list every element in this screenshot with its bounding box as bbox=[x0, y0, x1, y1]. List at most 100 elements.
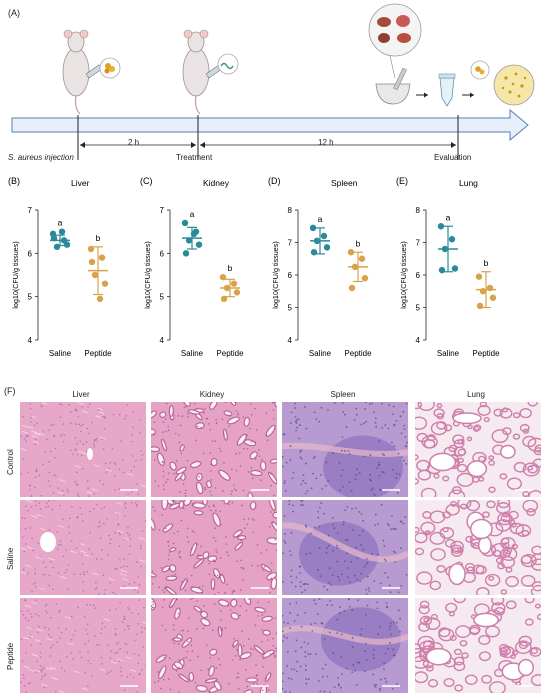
y-tick-label-kidney: 7 bbox=[160, 206, 165, 215]
timeline-arrow bbox=[11, 108, 529, 142]
timeline-label-interval-2: 12 h bbox=[318, 138, 334, 147]
data-point-spleen bbox=[323, 244, 331, 251]
y-tick-label-kidney: 6 bbox=[160, 249, 165, 258]
y-tick-label-liver: 4 bbox=[28, 336, 33, 345]
histology-image-spleen-saline bbox=[282, 500, 408, 595]
y-tick-label-spleen: 8 bbox=[288, 206, 293, 215]
data-point-liver bbox=[53, 243, 61, 251]
histology-image-kidney-saline bbox=[151, 500, 277, 595]
data-point-spleen bbox=[320, 232, 328, 240]
data-point-liver bbox=[87, 245, 95, 253]
y-tick-label-spleen: 7 bbox=[288, 239, 293, 248]
x-tick-label-spleen: Saline bbox=[309, 349, 332, 358]
chart-title-spleen: Spleen bbox=[331, 178, 358, 188]
y-tick-label-spleen: 4 bbox=[288, 336, 293, 345]
data-point-spleen bbox=[348, 284, 356, 292]
data-point-liver bbox=[96, 295, 104, 303]
data-point-lung bbox=[489, 294, 497, 301]
y-tick-label-kidney: 4 bbox=[160, 336, 165, 345]
y-tick-label-spleen: 6 bbox=[288, 271, 293, 280]
histology-image-lung-saline bbox=[415, 500, 541, 595]
x-tick-label-lung: Peptide bbox=[472, 349, 500, 358]
x-tick-label-lung: Saline bbox=[437, 349, 460, 358]
chart-title-lung: Lung bbox=[459, 178, 478, 188]
panel-a-illustration bbox=[11, 3, 535, 160]
histology-image-lung-peptide bbox=[415, 598, 541, 693]
y-tick-label-liver: 7 bbox=[28, 206, 33, 215]
row-label-control: Control bbox=[6, 449, 15, 475]
y-tick-label-liver: 6 bbox=[28, 249, 33, 258]
significance-letter-spleen: b bbox=[356, 238, 361, 248]
y-tick-label-lung: 7 bbox=[416, 239, 421, 248]
y-axis-label-lung: log10(CFU/g tissues) bbox=[399, 241, 408, 309]
data-point-kidney bbox=[219, 273, 227, 281]
x-tick-label-liver: Peptide bbox=[84, 349, 112, 358]
tube-icon bbox=[438, 73, 456, 107]
chart-panel-label-kidney: (C) bbox=[140, 176, 153, 186]
chart-panel-label-lung: (E) bbox=[396, 176, 408, 186]
histology-image-spleen-control bbox=[282, 402, 408, 497]
mouse-icon-injection bbox=[62, 29, 103, 115]
data-point-lung bbox=[437, 223, 445, 230]
chart-panel-label-liver: (B) bbox=[8, 176, 20, 186]
organs-icon bbox=[368, 3, 422, 57]
y-tick-label-lung: 6 bbox=[416, 271, 421, 280]
chart-title-kidney: Kidney bbox=[203, 178, 230, 188]
y-tick-label-liver: 5 bbox=[28, 293, 33, 302]
histology-image-kidney-peptide bbox=[151, 598, 277, 693]
significance-letter-lung: a bbox=[446, 212, 451, 222]
panel-a-label: (A) bbox=[8, 8, 20, 18]
significance-letter-liver: a bbox=[58, 218, 63, 228]
data-point-lung bbox=[448, 236, 456, 243]
data-point-lung bbox=[438, 266, 446, 274]
y-tick-label-lung: 4 bbox=[416, 336, 421, 345]
mortar-icon bbox=[375, 67, 411, 105]
histology-image-lung-control bbox=[415, 402, 541, 497]
petri-dish-icon bbox=[493, 64, 535, 106]
data-point-spleen bbox=[347, 249, 355, 256]
y-axis-label-spleen: log10(CFU/g tissues) bbox=[271, 241, 280, 309]
histology-image-liver-saline bbox=[20, 500, 146, 595]
data-point-liver bbox=[88, 258, 96, 266]
chart-title-liver: Liver bbox=[71, 178, 90, 188]
bacteria-icon-2 bbox=[470, 60, 490, 80]
x-tick-label-kidney: Saline bbox=[181, 349, 204, 358]
significance-letter-lung: b bbox=[484, 258, 489, 268]
row-label-saline: Saline bbox=[6, 547, 15, 570]
data-point-liver bbox=[98, 254, 106, 261]
y-tick-label-lung: 5 bbox=[416, 304, 421, 313]
row-label-peptide: Peptide bbox=[6, 642, 15, 670]
scatter-charts: (B) Liver 4 5 6 7 log10(CFU/g tissues) Saline Pe… bbox=[8, 176, 500, 358]
significance-letter-spleen: a bbox=[318, 214, 323, 224]
significance-letter-kidney: a bbox=[190, 209, 195, 219]
column-label-spleen: Spleen bbox=[330, 390, 356, 399]
histology-image-liver-control bbox=[20, 402, 146, 497]
data-point-kidney bbox=[233, 289, 241, 296]
data-point-liver bbox=[63, 241, 71, 248]
data-point-kidney bbox=[181, 219, 189, 227]
x-tick-label-kidney: Peptide bbox=[216, 349, 244, 358]
y-tick-label-kidney: 5 bbox=[160, 293, 165, 302]
significance-letter-liver: b bbox=[96, 233, 101, 243]
data-point-kidney bbox=[195, 241, 203, 248]
column-label-lung: Lung bbox=[467, 390, 485, 399]
data-point-kidney bbox=[182, 250, 190, 257]
histology-image-liver-peptide bbox=[20, 598, 146, 693]
data-point-lung bbox=[476, 302, 484, 310]
y-tick-label-spleen: 5 bbox=[288, 304, 293, 313]
data-point-lung bbox=[475, 273, 483, 280]
data-point-spleen bbox=[309, 224, 317, 232]
timeline-label-interval-1: 2 h bbox=[128, 138, 140, 147]
data-point-liver bbox=[91, 271, 99, 279]
x-tick-label-spleen: Peptide bbox=[344, 349, 372, 358]
y-axis-label-kidney: log10(CFU/g tissues) bbox=[143, 241, 152, 309]
column-label-kidney: Kidney bbox=[199, 390, 225, 399]
histology-image-spleen-peptide bbox=[282, 598, 408, 693]
panel-f-label: (F) bbox=[4, 386, 16, 396]
timeline-label-injection: S. aureus injection bbox=[8, 153, 74, 162]
data-point-liver bbox=[58, 228, 66, 235]
data-point-spleen bbox=[361, 275, 369, 282]
bacteria-icon-1 bbox=[99, 57, 121, 79]
mouse-icon-treatment bbox=[182, 29, 223, 115]
chart-panel-label-spleen: (D) bbox=[268, 176, 281, 186]
